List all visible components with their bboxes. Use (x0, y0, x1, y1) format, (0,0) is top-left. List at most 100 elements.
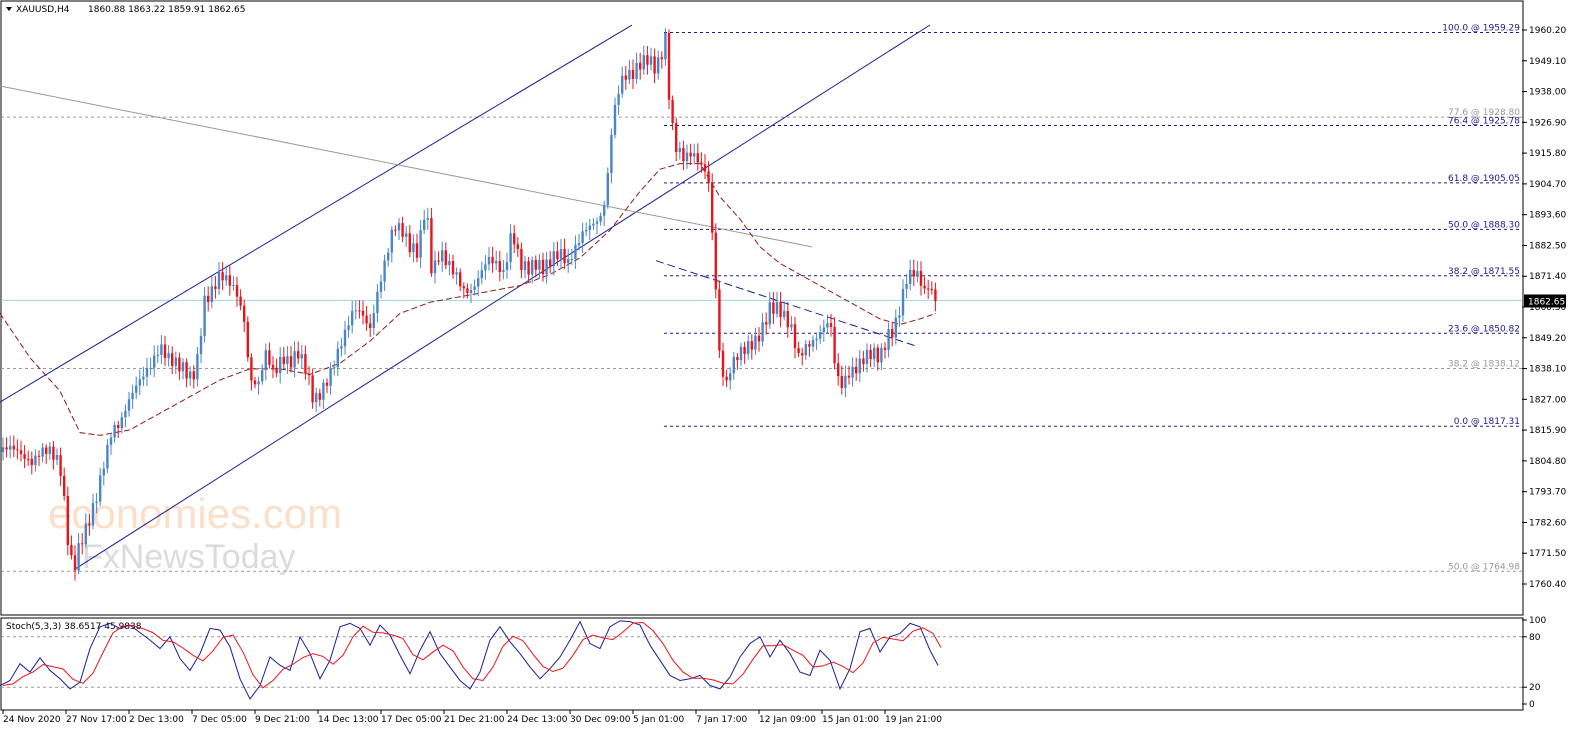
candle-bear (73, 555, 77, 571)
candle-bear (221, 272, 224, 281)
candle-bear (700, 162, 703, 165)
symbol-timeframe: XAUUSD,H4 (16, 5, 70, 15)
candle-bear (498, 260, 501, 273)
price-tick-label: 1782.60 (1529, 518, 1566, 528)
candle-bear (793, 324, 797, 349)
fib-level-label: 23.6 @ 1850.82 (1448, 324, 1520, 334)
candles (1, 28, 937, 581)
candle-bear (430, 218, 433, 274)
candle-bull (531, 260, 534, 275)
candle-bull (441, 250, 444, 262)
candle-bear (239, 296, 242, 306)
candle-bull (487, 256, 491, 265)
moving-average (0, 163, 937, 436)
candle-bull (768, 302, 771, 325)
candle-bull (916, 270, 919, 277)
candle-bear (271, 364, 275, 368)
candle-bear (192, 371, 195, 380)
candle-bear (228, 275, 231, 286)
candle-bull (628, 69, 631, 80)
price-tick-label: 1804.80 (1529, 457, 1566, 467)
candle-bull (347, 325, 350, 330)
candle-bull (685, 152, 689, 162)
candle-bear (70, 545, 73, 556)
candle-bull (376, 291, 379, 314)
candle-bull (55, 455, 59, 460)
candle-bear (325, 382, 329, 386)
candle-bear (631, 69, 635, 79)
price-tick-label: 1926.90 (1529, 118, 1566, 128)
stoch-label: Stoch(5,3,3) 38.6517 45.9838 (6, 622, 142, 632)
candle-bear (88, 523, 91, 526)
candle-bull (351, 310, 354, 326)
candle-bull (693, 153, 696, 157)
candle-bull (790, 324, 793, 328)
candle-bear (923, 285, 926, 289)
candle-bear (934, 289, 937, 302)
time-tick-label: 12 Jan 09:00 (759, 715, 816, 725)
candle-bull (232, 285, 235, 287)
price-tick-label: 1771.50 (1529, 549, 1566, 559)
candle-bull (379, 281, 383, 292)
candle-bull (480, 270, 483, 279)
candle-bull (887, 329, 890, 350)
candle-bear (401, 223, 404, 237)
fib-level-label: 77.6 @ 1928.80 (1448, 108, 1520, 118)
candle-bull (412, 243, 415, 253)
candle-bull (131, 392, 134, 400)
candle-bear (491, 256, 494, 264)
dropdown-triangle-icon[interactable] (6, 7, 12, 11)
candle-bear (12, 445, 15, 450)
current-price-tag: 1862.65 (1524, 294, 1566, 308)
candle-bull (286, 356, 289, 364)
trendlines (0, 24, 931, 569)
price-tick-label: 1793.70 (1529, 488, 1566, 498)
price-tick-label: 1960.20 (1529, 26, 1566, 36)
price-tick-label: 1938.00 (1529, 88, 1566, 98)
current-price-tag-text: 1862.65 (1528, 297, 1565, 307)
candle-bear (919, 270, 923, 286)
candle-bear (786, 311, 789, 328)
candle-bull (822, 327, 825, 332)
price-tick-label: 1827.00 (1529, 395, 1566, 405)
candle-bull (433, 260, 437, 274)
candle-bull (127, 399, 131, 411)
candle-bull (523, 261, 527, 271)
candle-bear (667, 32, 671, 100)
candle-bear (725, 376, 728, 381)
candle-bull (225, 275, 228, 281)
candle-bull (343, 329, 347, 347)
candle-bull (819, 331, 822, 339)
candle-bull (174, 357, 177, 366)
time-tick-label: 14 Dec 13:00 (318, 715, 379, 725)
candle-bear (703, 164, 707, 172)
fib-level-label: 50.0 @ 1764.98 (1448, 562, 1520, 572)
candle-bull (657, 57, 660, 74)
candle-bull (649, 56, 653, 65)
time-tick-label: 27 Nov 17:00 (66, 715, 127, 725)
candle-bear (801, 353, 804, 356)
candle-bull (48, 446, 51, 454)
candle-bull (354, 310, 357, 312)
candle-bear (797, 348, 800, 354)
candle-bull (747, 341, 750, 355)
price-tick-label: 1949.10 (1529, 57, 1566, 67)
candle-bull (135, 385, 138, 393)
candle-bear (59, 455, 62, 476)
fib-level-label: 50.0 @ 1888.30 (1448, 220, 1520, 230)
candle-bull (851, 366, 854, 378)
candle-bull (340, 346, 343, 349)
candle-bull (502, 269, 505, 273)
candle-bear (462, 286, 465, 289)
candle-bear (250, 357, 253, 381)
price-tick-label: 1838.10 (1529, 365, 1566, 375)
candle-bull (815, 338, 818, 341)
candle-bull (559, 248, 563, 260)
candle-bull (279, 356, 282, 374)
candle-bull (621, 75, 624, 94)
candle-bull (217, 272, 221, 289)
candle-bull (613, 104, 617, 135)
candle-bear (19, 450, 23, 455)
candle-bear (37, 455, 41, 457)
time-tick-label: 19 Jan 21:00 (885, 715, 942, 725)
